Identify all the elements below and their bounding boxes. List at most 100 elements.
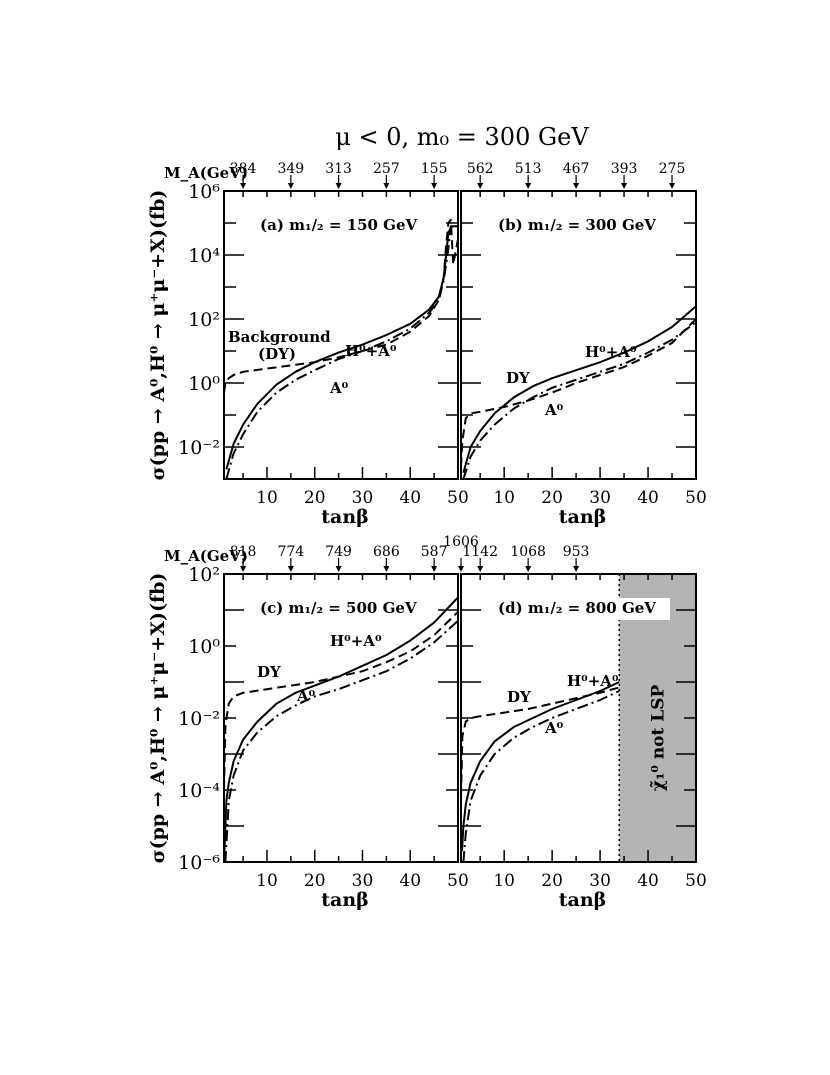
top-axis-arrowhead [669,183,676,189]
top-axis-label: 393 [611,161,638,177]
x-tick-label: 40 [399,871,421,891]
y-tick-label: 10⁻⁴ [178,780,220,802]
top-axis-arrowhead [287,183,294,189]
top-axis-arrowhead [431,183,438,189]
shaded-region-label: χ̃₁⁰ not LSP [649,685,669,792]
top-axis-label: 1142 [462,544,498,560]
x-tick-label: 10 [256,871,278,891]
x-tick-label: 30 [352,488,374,508]
plot-frame [223,573,459,863]
x-tick-label: 30 [589,488,611,508]
x-tick-label: 10 [493,488,515,508]
y-tick-label: 10⁻² [178,708,220,730]
curve-annotation: A⁰ [329,379,349,397]
top-axis-arrowhead [240,183,247,189]
x-tick-label: 30 [589,871,611,891]
top-axis-label-top: M_A(GeV) [164,164,248,182]
panel-label-bg [494,598,670,620]
top-axis-arrowhead [335,183,342,189]
top-axis-label: 349 [277,161,304,177]
x-tick-label: 10 [256,488,278,508]
y-tick-label: 10² [188,309,220,331]
panel-a: 10 20 30 40 50 10⁻² 10⁰ 10² 10⁴ 10⁶ 384 349 313 257 15… [178,161,469,528]
curve-annotation: H⁰+A⁰ [345,342,397,360]
x-tick-label: 50 [447,488,469,508]
y-tick-label: 10⁻⁶ [178,852,220,874]
panel-label: (c) m₁/₂ = 500 GeV [260,599,417,617]
x-tick-label: 20 [304,871,326,891]
y-tick-label: 10⁶ [188,181,220,203]
top-axis-label: 1606 [443,534,479,550]
top-axis-label: 513 [515,161,542,177]
curve-annotation: A⁰ [544,719,564,737]
series-dashed [224,611,458,791]
y-tick-label: 10⁻² [178,437,220,459]
top-axis-label: 749 [325,544,352,560]
x-tick-label: 40 [399,488,421,508]
x-axis-label: tanβ [559,506,607,528]
top-axis-arrowhead [287,566,294,572]
x-tick-label: 20 [304,488,326,508]
top-axis-label: 818 [230,544,257,560]
top-axis-arrowhead [477,183,484,189]
top-axis-label: 1068 [510,544,546,560]
figure-title: μ < 0, m₀ = 300 GeV [335,123,589,151]
top-axis-arrowhead [573,183,580,189]
shaded-region [619,574,696,862]
curve-annotation: H⁰+A⁰ [567,672,619,690]
series-dashdot [224,620,458,862]
x-tick-label: 20 [541,871,563,891]
series-dashed [461,686,620,798]
x-axis-label: tanβ [559,889,607,911]
y-axis-label-bottom: σ(pp → A⁰,H⁰ → μ⁺μ⁻+X)(fb) [147,573,169,864]
curve-annotation: DY [257,663,281,681]
panel-c: 10 20 30 40 50 10⁻⁶ 10⁻⁴ 10⁻² 10⁰ 10² 818 774 749 686… [178,544,469,911]
curve-annotation: A⁰ [296,687,316,705]
top-axis-arrowhead [431,566,438,572]
series-dashdot [462,321,696,479]
top-axis-label: 686 [373,544,400,560]
top-axis-arrowhead [477,566,484,572]
curve-annotation: H⁰+A⁰ [585,343,637,361]
panel-label: (d) m₁/₂ = 800 GeV [498,599,656,617]
top-axis-label: 257 [373,161,400,177]
top-axis-label: 774 [277,544,304,560]
top-axis-arrowhead [525,183,532,189]
series-solid [462,305,696,473]
curve-annotation: DY [507,688,531,706]
series-dashed [461,318,696,467]
x-tick-label: 40 [637,871,659,891]
series-dashdot [225,225,458,479]
top-axis-label: 562 [467,161,494,177]
top-axis-label: 953 [563,544,590,560]
top-axis-label: 384 [230,161,257,177]
x-tick-label: 40 [637,488,659,508]
top-axis-arrowhead [621,183,628,189]
top-axis-label: 467 [563,161,590,177]
plot-frame [223,190,459,480]
y-tick-label: 10⁴ [188,245,220,267]
series-solid [461,681,620,852]
curve-annotation: Background [228,328,331,346]
top-axis-label-bottom: M_A(GeV) [164,547,248,565]
top-axis-arrowhead [573,566,580,572]
top-axis-arrowhead [383,566,390,572]
x-tick-label: 10 [493,871,515,891]
top-axis-label: 587 [421,544,448,560]
x-tick-label: 50 [447,871,469,891]
series-dashdot [462,690,620,862]
series-solid [224,596,458,862]
top-axis-label: 313 [325,161,352,177]
plot-frame [460,190,697,480]
panel-label: (a) m₁/₂ = 150 GeV [260,216,418,234]
panel-label: (b) m₁/₂ = 300 GeV [498,216,656,234]
top-axis-label: 275 [659,161,686,177]
curve-annotation: A⁰ [544,401,564,419]
x-tick-label: 20 [541,488,563,508]
curve-annotation: (DY) [258,345,296,363]
panel-b: 10 20 30 40 50 562 513 467 393 275 (b) m₁/₂ = 300 … [460,161,707,528]
x-tick-label: 50 [685,871,707,891]
top-axis-arrowhead [240,566,247,572]
